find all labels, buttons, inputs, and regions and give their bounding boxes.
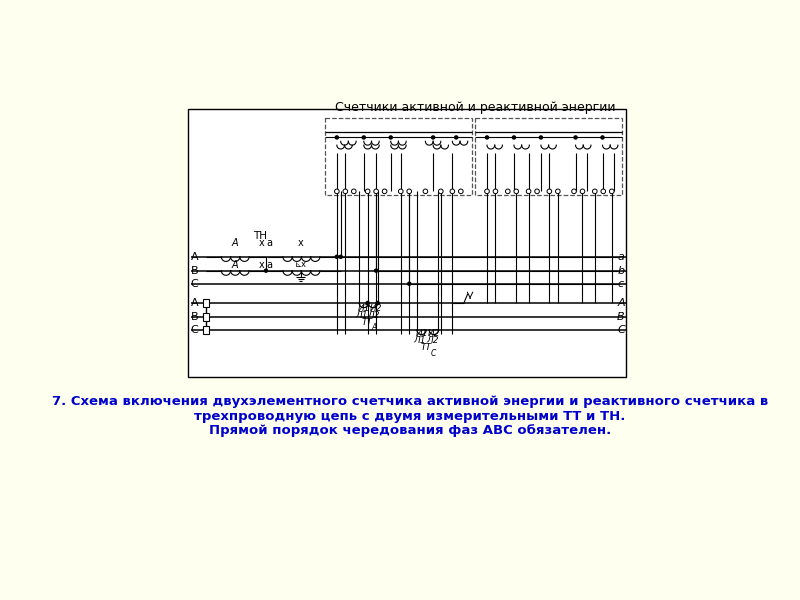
Circle shape [539,136,542,139]
Text: 7. Схема включения двухэлементного счетчика активной энергии и реактивного счетч: 7. Схема включения двухэлементного счетч… [52,395,768,408]
Circle shape [555,189,560,194]
Text: Счетчики активной и реактивной энергии: Счетчики активной и реактивной энергии [335,101,616,115]
Circle shape [450,189,454,194]
Bar [475,118,622,195]
Text: A: A [371,323,377,332]
Text: ТН: ТН [253,231,267,241]
Bar [203,299,209,307]
Circle shape [374,269,378,272]
Text: B: B [190,266,198,275]
Text: ТТ: ТТ [362,318,372,327]
Text: B: B [617,312,625,322]
Text: ⊾x: ⊾x [294,260,306,269]
Circle shape [485,189,490,194]
Circle shape [335,255,338,259]
Bar [203,326,209,334]
Circle shape [408,282,410,285]
Circle shape [339,255,342,259]
Text: C: C [190,325,198,335]
Circle shape [382,189,387,194]
Circle shape [610,189,614,194]
Text: C: C [190,279,198,289]
Circle shape [423,189,428,194]
Text: a: a [267,238,273,248]
Text: Прямой порядок чередования фаз АВС обязателен.: Прямой порядок чередования фаз АВС обяза… [209,424,611,437]
Text: Л1: Л1 [355,311,368,320]
Circle shape [407,189,411,194]
Circle shape [398,189,403,194]
Bar [326,118,472,195]
Text: A: A [190,252,198,262]
Circle shape [601,189,606,194]
Circle shape [601,136,604,139]
Circle shape [374,189,378,194]
Text: C: C [617,325,625,335]
Text: A: A [231,259,238,269]
Circle shape [351,189,356,194]
Text: И2: И2 [370,304,382,313]
Circle shape [547,189,552,194]
Circle shape [513,136,515,139]
Circle shape [574,136,577,139]
Text: трехпроводную цепь с двумя измерительными ТТ и ТН.: трехпроводную цепь с двумя измерительным… [194,410,626,424]
Text: b: b [618,266,625,275]
Text: a: a [618,252,625,262]
Text: c: c [618,279,624,289]
Circle shape [486,136,489,139]
Circle shape [376,301,379,305]
Text: A: A [231,238,238,248]
Circle shape [390,136,392,139]
Text: a: a [267,259,273,269]
Text: ТТ: ТТ [421,343,432,352]
Circle shape [343,189,348,194]
Circle shape [335,136,338,139]
Text: x: x [258,259,264,269]
Text: Л2: Л2 [426,336,438,345]
Circle shape [506,189,510,194]
Circle shape [362,136,366,139]
Circle shape [526,189,531,194]
Text: A: A [190,298,198,308]
Circle shape [458,189,463,194]
Text: И1: И1 [358,304,370,313]
Circle shape [572,189,576,194]
Text: x: x [298,238,303,248]
Circle shape [265,269,267,272]
Bar [188,109,626,377]
Circle shape [438,189,443,194]
Circle shape [593,189,597,194]
Text: A: A [617,298,625,308]
Circle shape [454,136,458,139]
Text: x: x [258,238,264,248]
Circle shape [366,189,370,194]
Text: Л2: Л2 [367,311,380,320]
Circle shape [534,189,539,194]
Text: B: B [190,312,198,322]
Text: И2: И2 [428,329,440,338]
Circle shape [366,301,369,305]
Circle shape [431,136,434,139]
Bar [203,313,209,321]
Circle shape [580,189,585,194]
Text: И1: И1 [415,329,428,338]
Text: Л1: Л1 [414,336,426,345]
Circle shape [493,189,498,194]
Text: C: C [430,349,436,358]
Circle shape [334,189,339,194]
Circle shape [514,189,518,194]
